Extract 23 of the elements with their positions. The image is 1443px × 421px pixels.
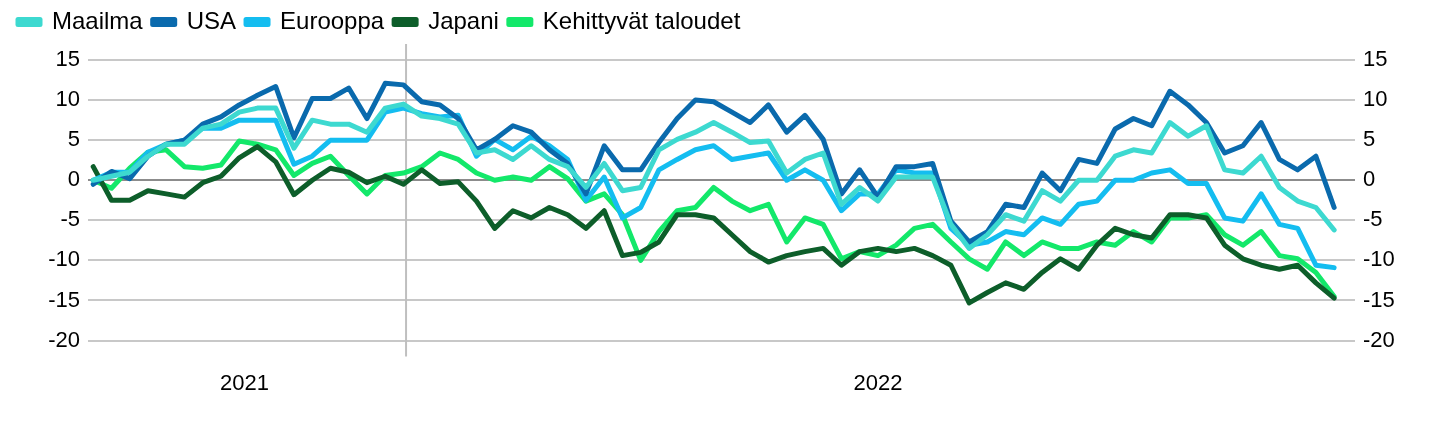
legend-label: Japani bbox=[428, 6, 499, 34]
y-tick-label: -15 bbox=[48, 286, 80, 312]
y2-tick-label: -10 bbox=[1363, 246, 1395, 272]
legend-label: Maailma bbox=[52, 6, 144, 34]
y-tick-label: -20 bbox=[48, 326, 80, 352]
y2-tick-label: 0 bbox=[1363, 166, 1376, 192]
y-tick-label: -10 bbox=[48, 246, 80, 272]
y-tick-label: 5 bbox=[67, 126, 80, 152]
y-tick-label: -5 bbox=[60, 206, 80, 232]
y2-tick-label: -15 bbox=[1363, 286, 1395, 312]
x-tick-label: 2022 bbox=[853, 369, 903, 395]
y2-tick-label: 10 bbox=[1363, 86, 1388, 112]
y2-tick-label: 15 bbox=[1363, 46, 1388, 72]
legend-label: Kehittyvät taloudet bbox=[542, 6, 741, 34]
y-tick-label: 10 bbox=[55, 86, 80, 112]
y2-tick-label: -5 bbox=[1363, 206, 1383, 232]
y-tick-label: 15 bbox=[55, 46, 80, 72]
legend-label: Eurooppa bbox=[280, 6, 385, 34]
legend-label: USA bbox=[186, 6, 237, 34]
y2-tick-label: 5 bbox=[1363, 126, 1376, 152]
y2-tick-label: -20 bbox=[1363, 326, 1395, 352]
y-tick-label: 0 bbox=[67, 166, 80, 192]
x-tick-label: 2021 bbox=[219, 369, 269, 395]
